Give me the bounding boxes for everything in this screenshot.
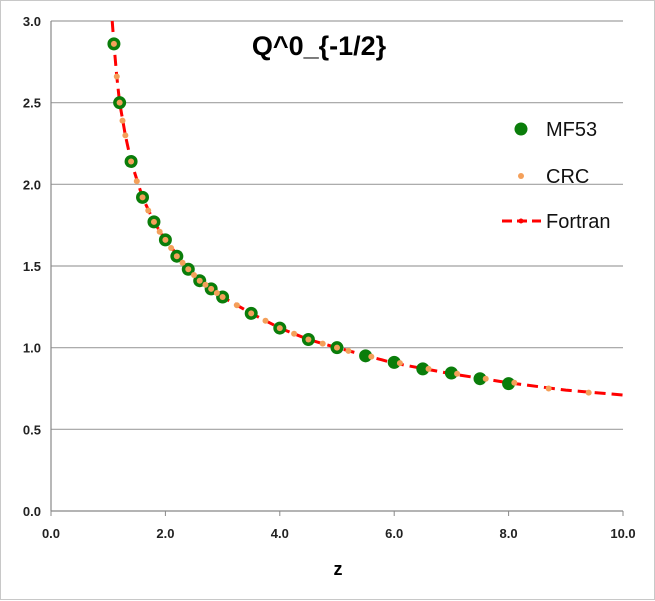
y-tick-label: 2.5 — [23, 96, 41, 111]
crc-point — [185, 266, 192, 273]
mf53-point — [444, 366, 458, 380]
crc-point — [168, 245, 175, 252]
crc-point — [276, 325, 283, 332]
y-tick-label: 2.0 — [23, 177, 41, 192]
x-tick-label: 10.0 — [610, 526, 635, 541]
legend-fortran-marker — [518, 218, 524, 224]
legend-mf53-marker — [514, 122, 528, 136]
x-tick-label: 6.0 — [385, 526, 403, 541]
crc-point — [511, 379, 518, 386]
x-tick-label: 4.0 — [271, 526, 289, 541]
fortran-line — [110, 20, 624, 397]
crc-point — [119, 117, 126, 124]
chart-title: Q^0_{-1/2} — [252, 31, 387, 61]
legend-mf53-label: MF53 — [546, 119, 597, 141]
x-tick-label: 2.0 — [156, 526, 174, 541]
mf53-point — [502, 377, 516, 391]
crc-point — [319, 340, 326, 347]
crc-point — [291, 330, 298, 337]
crc-point — [113, 73, 120, 80]
crc-point — [368, 353, 375, 360]
x-tick-label: 0.0 — [42, 526, 60, 541]
crc-point — [585, 389, 592, 396]
crc-point — [139, 194, 146, 201]
crc-point — [133, 178, 140, 185]
crc-point — [262, 317, 269, 324]
mf53-point — [473, 372, 487, 386]
y-tick-label: 0.0 — [23, 504, 41, 519]
y-tick-label: 0.5 — [23, 422, 41, 437]
crc-point — [248, 310, 255, 317]
crc-point — [150, 218, 157, 225]
x-axis-label: z — [334, 559, 343, 579]
crc-point — [196, 277, 203, 284]
mf53-point — [416, 362, 430, 376]
crc-point — [128, 158, 135, 165]
legend-crc-label: CRC — [546, 166, 589, 188]
crc-point — [116, 99, 123, 106]
mf53-point — [387, 355, 401, 369]
crc-point — [162, 236, 169, 243]
crc-point — [173, 253, 180, 260]
crc-point — [110, 40, 117, 47]
crc-point — [425, 365, 432, 372]
y-tick-label: 1.0 — [23, 341, 41, 356]
crc-point — [345, 347, 352, 354]
crc-point — [191, 271, 197, 278]
crc-point — [545, 385, 552, 392]
legend-fortran-label: Fortran — [546, 211, 610, 233]
crc-point — [454, 370, 461, 377]
crc-point — [219, 294, 226, 301]
crc-point — [396, 360, 403, 367]
crc-point — [208, 285, 215, 292]
crc-point — [156, 228, 163, 235]
crc-point — [122, 132, 129, 139]
crc-point — [145, 207, 152, 214]
y-tick-label: 1.5 — [23, 259, 41, 274]
x-tick-label: 8.0 — [500, 526, 518, 541]
crc-point — [213, 289, 220, 296]
crc-point — [233, 302, 240, 309]
mf53-point — [359, 349, 373, 363]
crc-point — [305, 336, 312, 343]
y-tick-label: 3.0 — [23, 14, 41, 29]
crc-point — [334, 344, 340, 351]
crc-point — [482, 375, 489, 382]
crc-point — [202, 281, 209, 288]
crc-point — [179, 259, 186, 266]
legend-crc-marker — [518, 173, 524, 179]
